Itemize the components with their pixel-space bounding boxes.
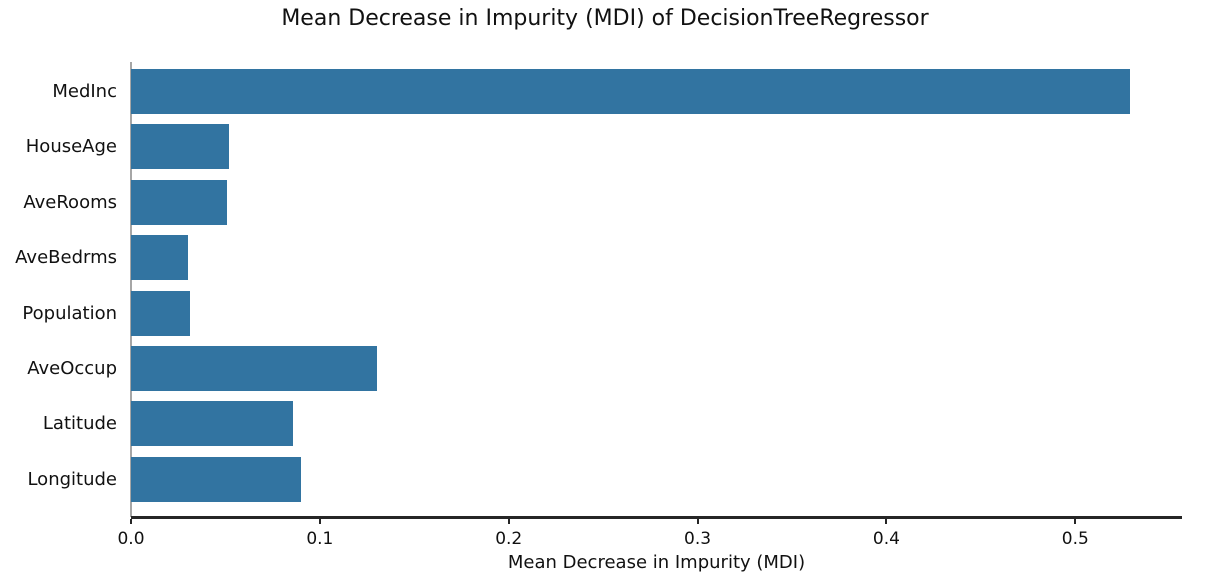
x-axis-spine	[131, 516, 1182, 519]
category-label-avebedrms: AveBedrms	[15, 246, 117, 268]
category-label-latitude: Latitude	[42, 412, 117, 434]
category-label-longitude: Longitude	[27, 468, 117, 490]
category-label-medinc: MedInc	[52, 80, 117, 102]
x-tick-mark	[885, 519, 888, 524]
x-tick-label: 0.2	[495, 529, 523, 549]
bar-houseage	[131, 124, 230, 169]
x-tick-label: 0.4	[872, 529, 900, 549]
plot-area: MedInc HouseAge AveRooms AveBedrms Populatio…	[15, 62, 1182, 549]
category-label-houseage: HouseAge	[25, 135, 117, 157]
bar-aveoccup	[131, 346, 377, 391]
bar-medinc	[131, 69, 1131, 114]
x-tick-mark	[507, 519, 510, 524]
category-label-aveoccup: AveOccup	[27, 357, 117, 379]
bar-population	[131, 291, 190, 336]
x-tick-mark	[696, 519, 699, 524]
chart-title: Mean Decrease in Impurity (MDI) of Decis…	[281, 6, 929, 31]
y-axis-spine	[130, 62, 132, 517]
x-axis-label: Mean Decrease in Impurity (MDI)	[507, 552, 806, 573]
x-tick-label: 0.0	[117, 529, 145, 549]
x-tick-label: 0.3	[684, 529, 712, 549]
x-tick-label: 0.1	[306, 529, 334, 549]
bar-averooms	[131, 180, 228, 225]
category-label-averooms: AveRooms	[23, 191, 117, 213]
x-tick-mark	[318, 519, 321, 524]
bar-longitude	[131, 457, 301, 502]
bar-avebedrms	[131, 235, 188, 280]
x-tick-label: 0.5	[1061, 529, 1089, 549]
x-tick-mark	[1074, 519, 1077, 524]
x-tick-mark	[130, 519, 132, 524]
bar-latitude	[131, 401, 294, 446]
category-label-population: Population	[22, 302, 117, 324]
